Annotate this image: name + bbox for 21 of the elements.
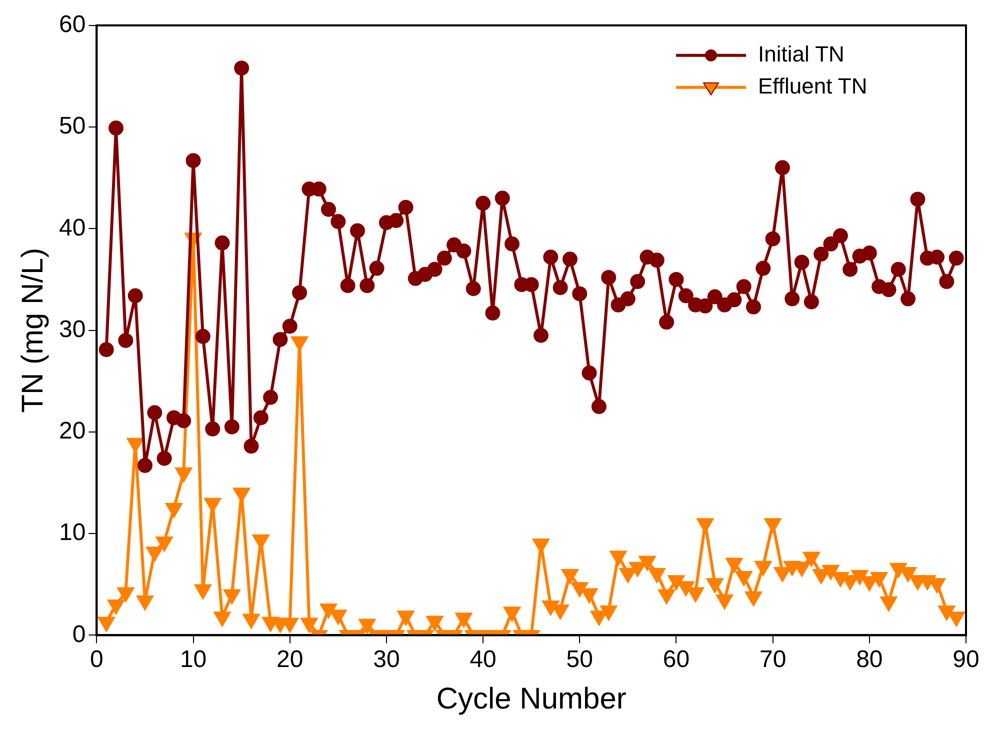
y-tick-label: 30 — [58, 316, 86, 343]
x-tick-label: 50 — [566, 646, 593, 674]
y-tick-label: 40 — [58, 214, 86, 242]
legend-label: Effluent TN — [758, 73, 868, 98]
x-tick-label: 20 — [276, 646, 304, 674]
x-axis-title: Cycle Number — [436, 682, 626, 716]
legend-label: Initial TN — [758, 41, 844, 66]
x-tick-label: 30 — [373, 646, 400, 674]
y-tick-label: 20 — [58, 418, 86, 445]
y-tick-label: 10 — [58, 519, 86, 546]
y-axis-title: TN (mg N/L) — [16, 248, 50, 413]
x-tick-label: 90 — [952, 646, 980, 674]
y-tick-label: 50 — [58, 112, 86, 140]
y-tick-label: 0 — [72, 620, 86, 648]
x-tick-label: 0 — [90, 646, 104, 674]
x-tick-label: 10 — [180, 646, 207, 674]
x-tick-label: 60 — [662, 646, 690, 674]
x-tick-label: 80 — [856, 646, 883, 674]
x-tick-label: 70 — [759, 646, 786, 674]
y-tick-label: 60 — [58, 11, 86, 38]
x-tick-label: 40 — [470, 646, 496, 674]
